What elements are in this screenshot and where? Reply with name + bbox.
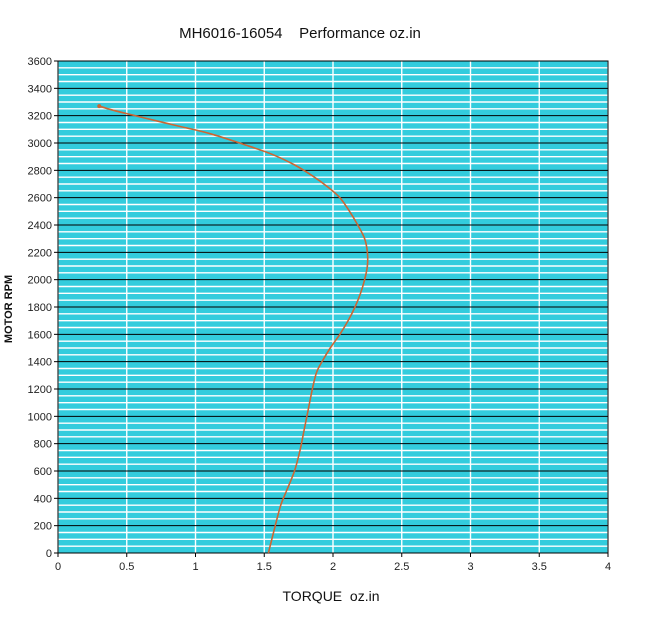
y-tick-label: 2000 xyxy=(28,275,52,287)
y-tick-label: 3600 xyxy=(28,56,52,68)
x-tick-label: 1 xyxy=(192,561,198,573)
x-tick-label: 2.5 xyxy=(394,561,409,573)
x-tick-label: 3.5 xyxy=(532,561,547,573)
torque-rpm-series-line xyxy=(99,105,369,554)
x-tick-label: 3 xyxy=(467,561,473,573)
x-tick-label: 0 xyxy=(55,561,61,573)
y-tick-label: 1600 xyxy=(28,329,52,341)
x-tick-label: 4 xyxy=(605,561,611,573)
y-tick-label: 1000 xyxy=(28,411,52,423)
x-axis-label: TORQUE oz.in xyxy=(283,588,380,604)
y-tick-label: 1400 xyxy=(28,357,52,369)
series-layer xyxy=(97,104,369,554)
y-tick-label: 3000 xyxy=(28,138,52,150)
x-tick-label: 0.5 xyxy=(119,561,134,573)
y-tick-label: 2200 xyxy=(28,247,52,259)
y-tick-label: 200 xyxy=(34,521,52,533)
y-tick-label: 2600 xyxy=(28,193,52,205)
x-axis-ticks: 0 0.5 1 1.5 2 2.5 3 3.5 4 xyxy=(55,553,611,573)
y-tick-label: 600 xyxy=(34,466,52,478)
x-tick-label: 2 xyxy=(330,561,336,573)
y-axis-ticks: 0 200 400 600 800 1000 1200 1400 1600 1800 2000 220… xyxy=(28,56,58,560)
y-tick-label: 0 xyxy=(46,548,52,560)
x-tick-label: 1.5 xyxy=(257,561,272,573)
y-tick-label: 3400 xyxy=(28,83,52,95)
chart-title: MH6016-16054 Performance oz.in xyxy=(179,25,421,42)
y-tick-label: 2800 xyxy=(28,165,52,177)
y-tick-label: 2400 xyxy=(28,220,52,232)
y-tick-label: 3200 xyxy=(28,111,52,123)
series-end-point xyxy=(97,104,102,109)
y-tick-label: 800 xyxy=(34,439,52,451)
y-tick-label: 1800 xyxy=(28,302,52,314)
y-tick-label: 1200 xyxy=(28,384,52,396)
y-axis-label: MOTOR RPM xyxy=(3,275,15,343)
y-tick-label: 400 xyxy=(34,493,52,505)
